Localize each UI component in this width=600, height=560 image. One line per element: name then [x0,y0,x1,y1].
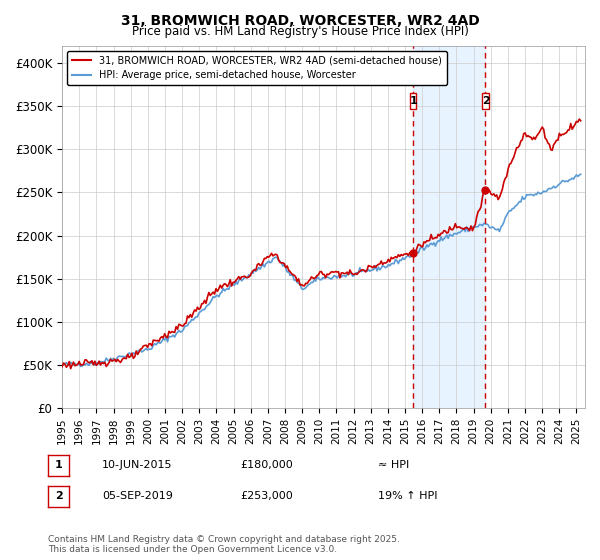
Text: 2: 2 [482,96,490,106]
FancyBboxPatch shape [482,93,489,109]
Text: 10-JUN-2015: 10-JUN-2015 [102,460,173,470]
Text: 1: 1 [409,96,417,106]
Text: ≈ HPI: ≈ HPI [378,460,409,470]
Text: Price paid vs. HM Land Registry's House Price Index (HPI): Price paid vs. HM Land Registry's House … [131,25,469,38]
Text: 05-SEP-2019: 05-SEP-2019 [102,491,173,501]
Text: 2: 2 [55,491,62,501]
Text: 31, BROMWICH ROAD, WORCESTER, WR2 4AD: 31, BROMWICH ROAD, WORCESTER, WR2 4AD [121,14,479,28]
Text: £180,000: £180,000 [240,460,293,470]
Text: 1: 1 [55,460,62,470]
Bar [413,46,485,408]
Text: 19% ↑ HPI: 19% ↑ HPI [378,491,437,501]
FancyBboxPatch shape [410,93,416,109]
Legend: 31, BROMWICH ROAD, WORCESTER, WR2 4AD (semi-detached house), HPI: Average price,: 31, BROMWICH ROAD, WORCESTER, WR2 4AD (s… [67,50,447,85]
Text: Contains HM Land Registry data © Crown copyright and database right 2025.
This d: Contains HM Land Registry data © Crown c… [48,535,400,554]
Text: £253,000: £253,000 [240,491,293,501]
